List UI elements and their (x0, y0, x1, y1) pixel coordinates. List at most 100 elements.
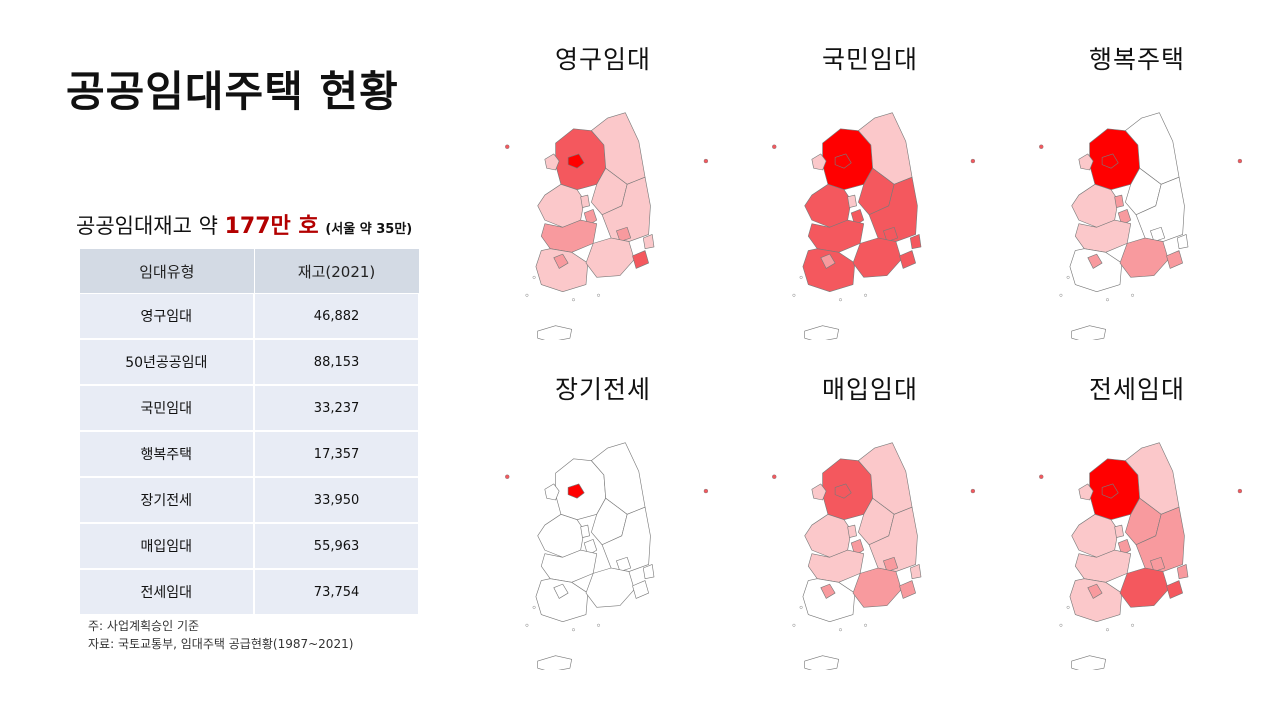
island-mark (1237, 158, 1243, 164)
region-seoul (1101, 483, 1119, 499)
region-ulsan (909, 234, 922, 250)
cell-stock: 33,237 (254, 385, 420, 432)
map-title: 국민임대 (821, 45, 918, 74)
region-jeonnam (535, 248, 589, 292)
region-sejong (1114, 524, 1124, 538)
region-busan (1166, 250, 1183, 269)
region-jeonbuk (1074, 219, 1132, 253)
region-gyeongbuk (1135, 176, 1185, 242)
island-mark (525, 623, 529, 627)
cell-type: 영구임대 (79, 293, 256, 340)
region-seoul (834, 483, 852, 499)
table-row: 영구임대 46,882 (79, 293, 420, 340)
island-mark (799, 605, 803, 609)
region-gwangju (820, 253, 836, 269)
region-gwangju (1087, 583, 1103, 599)
region-jeju (537, 655, 572, 670)
island-mark (1059, 623, 1063, 627)
table-row: 전세임대 73,754 (79, 569, 420, 616)
island-mark (597, 293, 601, 297)
map-title: 매입임대 (821, 375, 918, 404)
region-chungnam (804, 184, 852, 228)
region-map: 영구임대 (478, 0, 728, 340)
region-busan (632, 250, 649, 269)
region-seoul (1101, 153, 1119, 169)
region-chungnam (1071, 184, 1119, 228)
stock-highlight: 177만 호 (224, 214, 319, 239)
region-busan (899, 250, 916, 269)
region-gwangju (820, 583, 836, 599)
page-title: 공공임대주택 현황 (66, 67, 399, 116)
island-mark (1105, 298, 1109, 302)
region-daegu (1150, 226, 1166, 242)
island-mark (1039, 474, 1044, 479)
island-mark (864, 293, 868, 297)
region-gwangju (553, 583, 569, 599)
region-ulsan (642, 234, 655, 250)
island-mark (1059, 293, 1063, 297)
island-mark (525, 293, 529, 297)
island-mark (838, 628, 842, 632)
korea-choropleth (505, 112, 709, 340)
region-jeonnam (1069, 578, 1123, 622)
region-daegu (883, 556, 899, 572)
table-row: 장기전세 33,950 (79, 477, 420, 524)
region-gwangju (553, 253, 569, 269)
region-incheon (811, 153, 827, 171)
region-gyeongbuk (868, 506, 918, 572)
region-daegu (883, 226, 899, 242)
table-row: 50년공공임대 88,153 (79, 339, 420, 386)
region-incheon (1078, 153, 1094, 171)
region-jeonbuk (540, 549, 598, 583)
table-row: 행복주택 17,357 (79, 431, 420, 478)
region-jeju (1071, 325, 1106, 340)
region-sejong (580, 194, 590, 208)
region-sejong (1114, 194, 1124, 208)
korea-choropleth (1039, 112, 1243, 340)
region-ulsan (1176, 564, 1189, 580)
region-gyeongnam (1119, 237, 1169, 278)
island-mark (864, 623, 868, 627)
region-jeju (537, 325, 572, 340)
region-incheon (811, 483, 827, 501)
island-mark (703, 158, 709, 164)
cell-type: 장기전세 (79, 477, 256, 524)
island-mark (1131, 623, 1135, 627)
region-gyeongnam (585, 237, 635, 278)
region-chungnam (537, 184, 585, 228)
region-busan (1166, 580, 1183, 599)
island-mark (703, 488, 709, 494)
cell-type: 국민임대 (79, 385, 256, 432)
region-jeonbuk (540, 219, 598, 253)
footnote-basis: 주: 사업계획승인 기준 (88, 619, 200, 633)
island-mark (1237, 488, 1243, 494)
region-ulsan (909, 564, 922, 580)
island-mark (792, 293, 796, 297)
region-jeonnam (1069, 248, 1123, 292)
region-sejong (580, 524, 590, 538)
stock-summary: 공공임대재고 약 177만 호 (서울 약 35만) (76, 208, 412, 240)
region-gyeongnam (852, 567, 902, 608)
island-mark (1066, 605, 1070, 609)
region-map: 장기전세 (478, 330, 728, 670)
region-chungnam (1071, 514, 1119, 558)
region-jeju (804, 325, 839, 340)
map-title: 영구임대 (554, 45, 651, 74)
region-jeonnam (802, 578, 856, 622)
region-jeju (1071, 655, 1106, 670)
cell-stock: 55,963 (254, 523, 420, 570)
region-map: 국민임대 (745, 0, 995, 340)
cell-type: 행복주택 (79, 431, 256, 478)
korea-choropleth (505, 442, 709, 670)
cell-type: 50년공공임대 (79, 339, 256, 386)
region-gyeongnam (1119, 567, 1169, 608)
island-mark (772, 144, 777, 149)
island-mark (970, 158, 976, 164)
cell-type: 매입임대 (79, 523, 256, 570)
table-header-row: 임대유형 재고(2021) (79, 248, 420, 294)
region-gyeongbuk (601, 506, 651, 572)
region-incheon (544, 153, 560, 171)
stock-prefix: 공공임대재고 약 (76, 214, 218, 238)
region-map: 매입임대 (745, 330, 995, 670)
island-mark (597, 623, 601, 627)
